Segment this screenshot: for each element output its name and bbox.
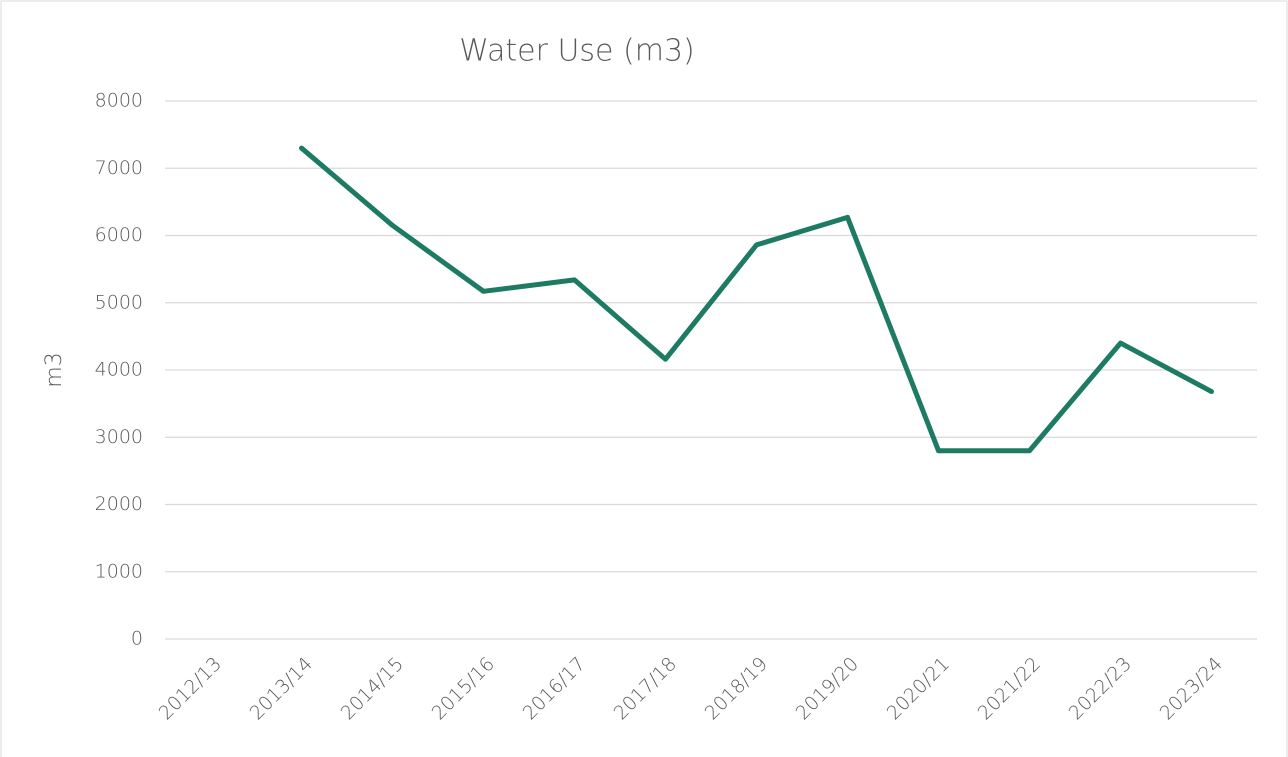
y-tick-label: 7000 (95, 157, 143, 179)
y-tick-label: 5000 (95, 291, 143, 313)
y-tick-label: 4000 (95, 359, 143, 381)
y-tick-label: 0 (131, 628, 143, 650)
y-tick-label: 2000 (95, 493, 143, 515)
data-line (299, 145, 1214, 454)
chart-title: Water Use (m3) (459, 34, 695, 69)
y-tick-label: 8000 (95, 90, 143, 112)
y-tick-label: 3000 (95, 426, 143, 448)
y-axis-label: m3 (42, 352, 67, 387)
y-tick-label: 6000 (95, 224, 143, 246)
y-tick-label: 1000 (95, 560, 143, 582)
